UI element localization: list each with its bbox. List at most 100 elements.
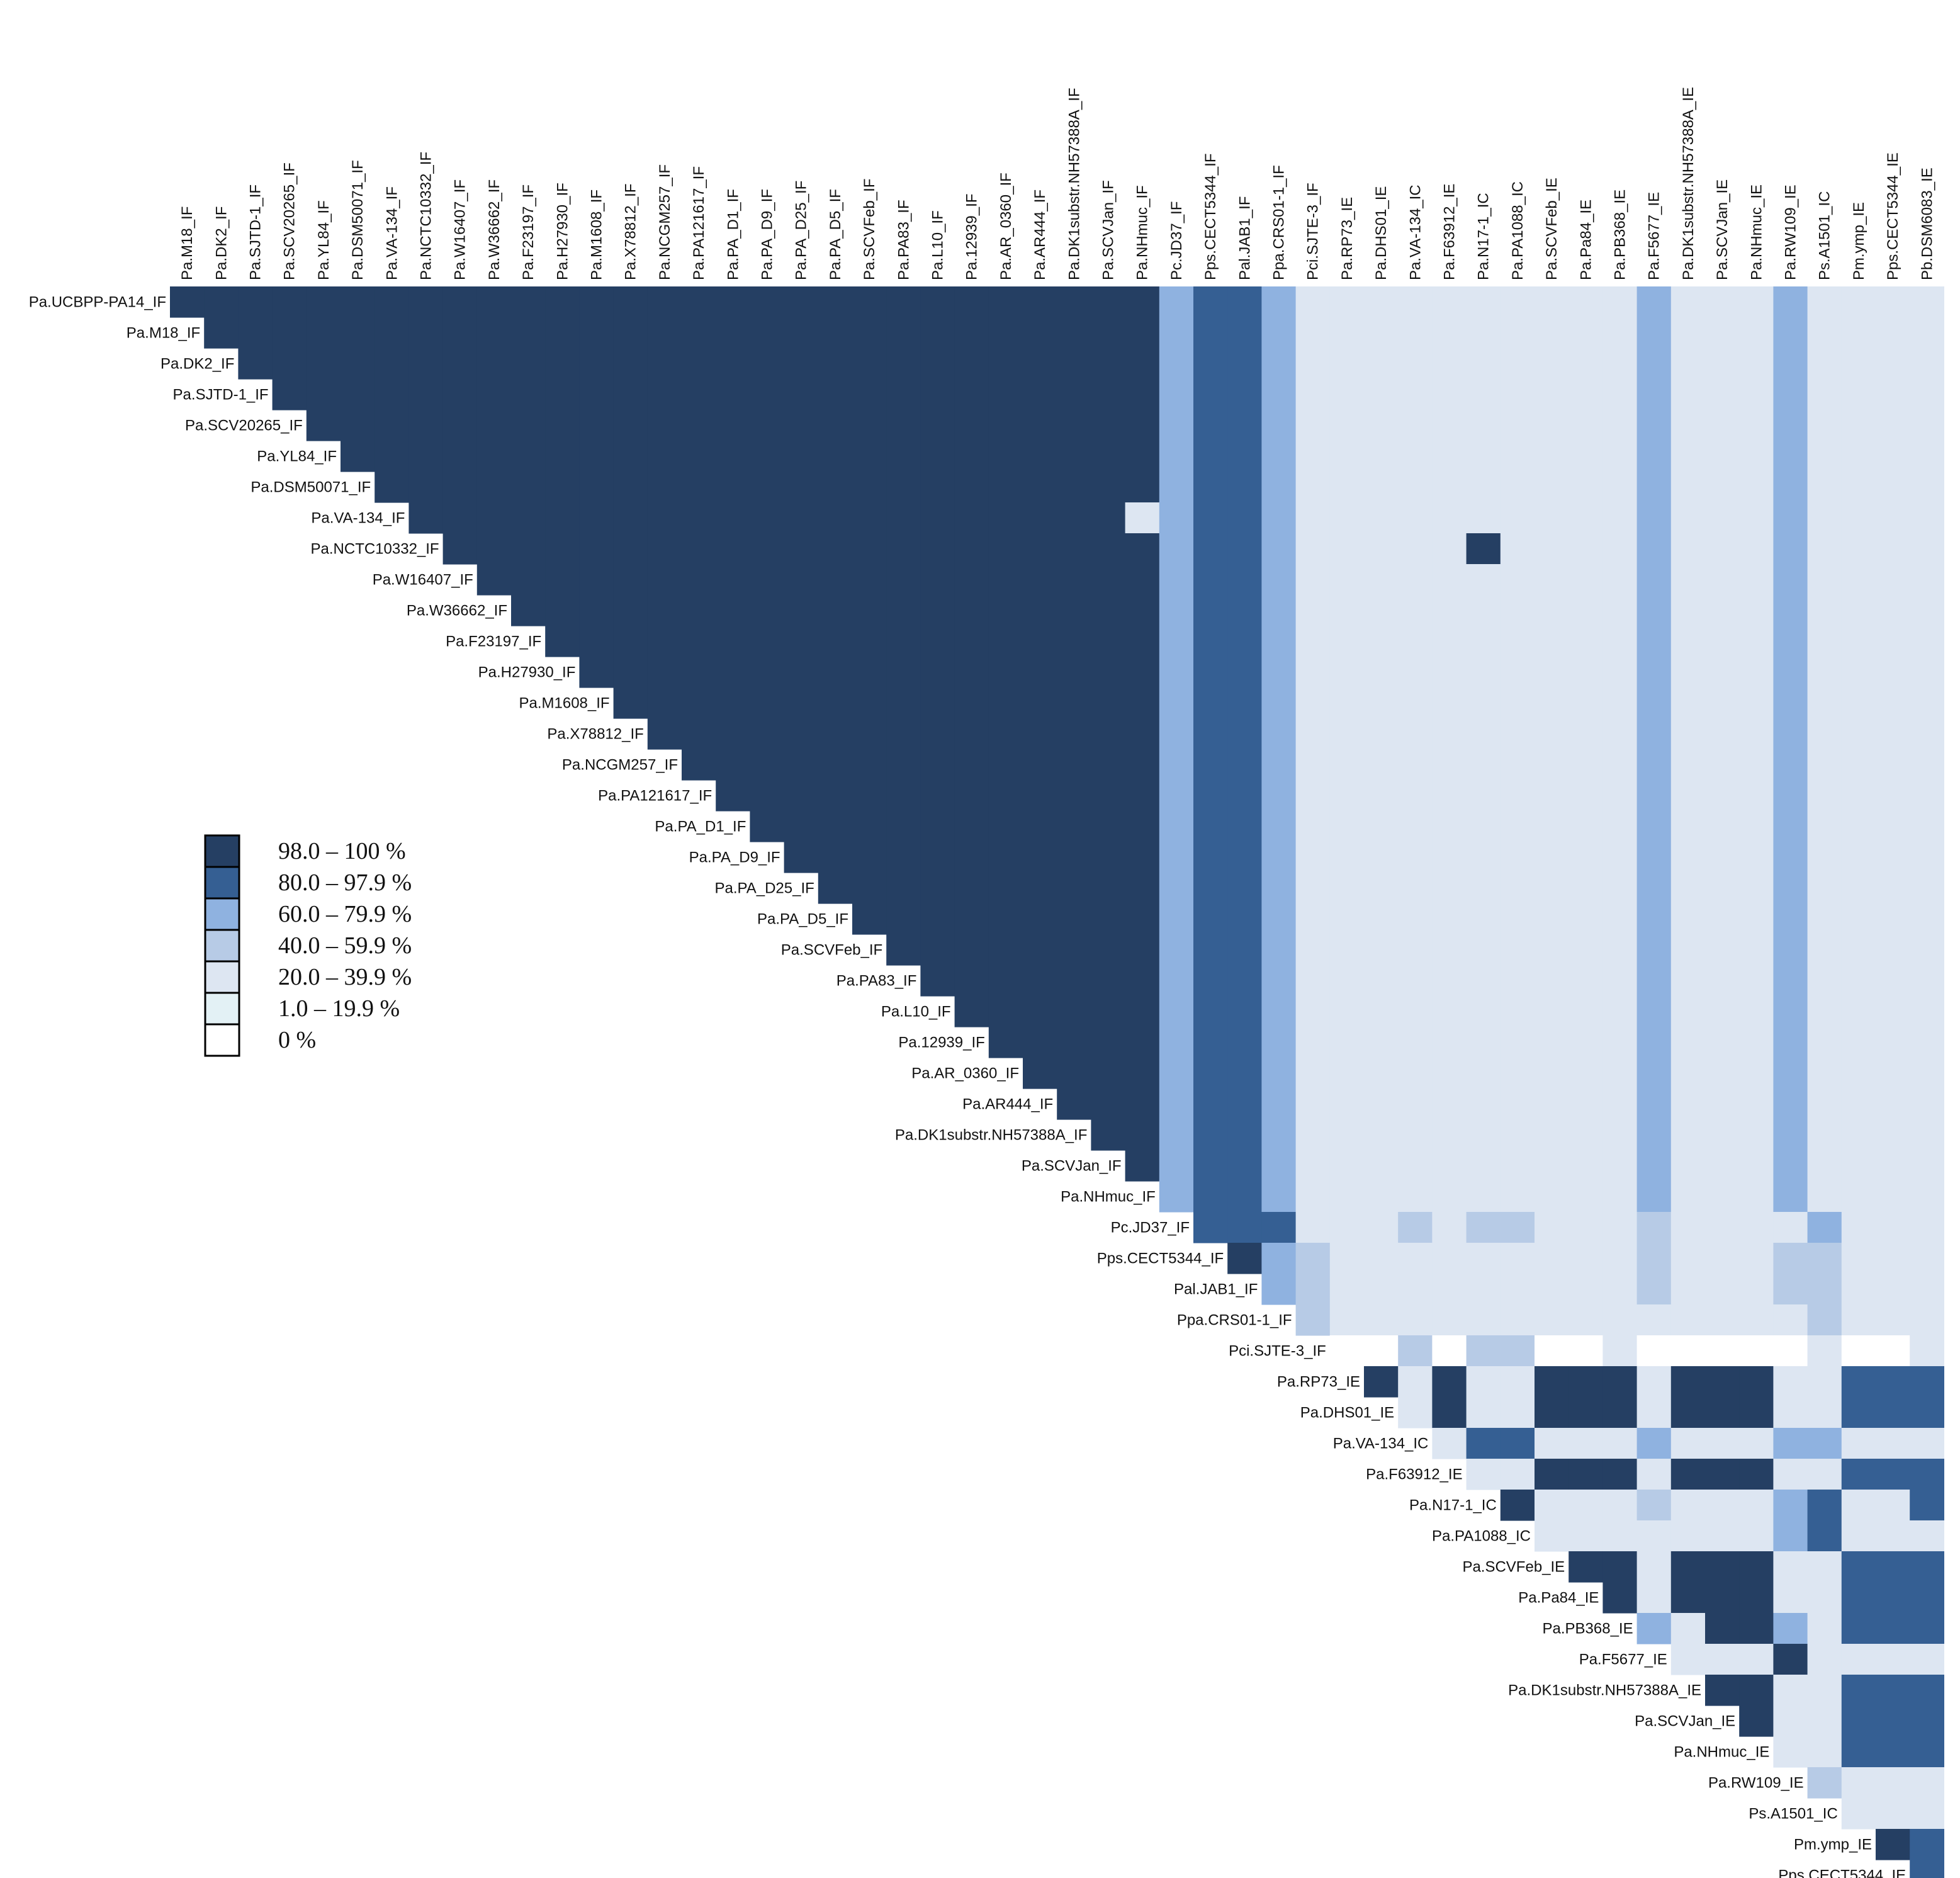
column-label-pa-f23197-if: Pa.F23197_IF: [520, 184, 537, 280]
legend-swatch-6: [204, 1023, 240, 1057]
heatmap-cell-r1-c36: [1398, 317, 1433, 349]
heatmap-cell-r34-c44: [1670, 1335, 1706, 1367]
heatmap-cell-r29-c51: [1910, 1181, 1944, 1213]
heatmap-cell-r24-c24: [988, 1027, 1023, 1058]
heatmap-cell-r20-c27: [1091, 903, 1126, 935]
heatmap-cell-r17-c45: [1705, 811, 1740, 842]
heatmap-cell-r15-c37: [1432, 749, 1467, 781]
row-label-pa-pb368-ie: Pa.PB368_IE: [1542, 1621, 1633, 1638]
heatmap-cell-r20-c42: [1602, 903, 1638, 935]
heatmap-cell-r8-c19: [818, 533, 853, 565]
column-label-pa-dk2-if: Pa.DK2_IF: [213, 206, 230, 280]
heatmap-cell-r36-c40: [1535, 1397, 1569, 1428]
heatmap-cell-r10-c44: [1670, 595, 1706, 626]
heatmap-cell-r24-c42: [1602, 1027, 1638, 1058]
heatmap-cell-r4-c39: [1500, 410, 1535, 441]
heatmap-cell-r48-c51: [1910, 1767, 1944, 1799]
heatmap-cell-r42-c42: [1602, 1582, 1638, 1614]
heatmap-cell-r37-c40: [1535, 1428, 1569, 1459]
heatmap-cell-r41-c48: [1807, 1551, 1842, 1583]
heatmap-cell-r43-c47: [1773, 1613, 1808, 1644]
heatmap-cell-r2-c25: [1023, 348, 1057, 380]
heatmap-cell-r13-c27: [1091, 687, 1126, 719]
heatmap-cell-r16-c19: [818, 780, 853, 812]
heatmap-cell-r13-c32: [1261, 687, 1297, 719]
heatmap-cell-r9-c22: [920, 564, 955, 596]
heatmap-cell-r28-c39: [1500, 1150, 1535, 1182]
heatmap-cell-r14-c20: [852, 718, 887, 750]
heatmap-cell-r6-c50: [1876, 472, 1910, 503]
heatmap-cell-r1-c32: [1261, 317, 1297, 349]
heatmap-cell-r7-c33: [1295, 502, 1331, 534]
heatmap-cell-r8-c11: [545, 533, 580, 565]
heatmap-cell-r34-c47: [1773, 1335, 1808, 1367]
heatmap-cell-r9-c40: [1535, 564, 1569, 596]
heatmap-cell-r30-c34: [1329, 1212, 1365, 1243]
heatmap-cell-r21-c40: [1535, 934, 1569, 966]
heatmap-cell-r7-c29: [1159, 502, 1194, 534]
heatmap-cell-r36-c37: [1432, 1397, 1467, 1428]
heatmap-cell-r4-c37: [1432, 410, 1467, 441]
heatmap-cell-r2-c24: [988, 348, 1023, 380]
heatmap-cell-r13-c42: [1602, 687, 1638, 719]
heatmap-cell-r13-c38: [1466, 687, 1501, 719]
row-label-pa-f23197-if: Pa.F23197_IF: [446, 633, 541, 650]
row-labels: Pa.UCBPP-PA14_IF Pa.M18_IF Pa.DK2_IF Pa.SJT…: [29, 294, 1906, 1878]
heatmap-cell-r4-c50: [1876, 410, 1910, 441]
heatmap-cell-r3-c42: [1602, 379, 1638, 410]
heatmap-cell-r9-c11: [545, 564, 580, 596]
heatmap-cell-r14-c40: [1535, 718, 1569, 750]
heatmap-cell-r37-c48: [1807, 1428, 1842, 1459]
heatmap-cell-r1-c19: [818, 317, 853, 349]
heatmap-cell-r17-c22: [920, 811, 955, 842]
heatmap-cell-r14-c18: [784, 718, 819, 750]
heatmap-cell-r37-c46: [1739, 1428, 1774, 1459]
heatmap-cell-r16-c51: [1910, 780, 1944, 812]
heatmap-cell-r38-c39: [1500, 1459, 1535, 1490]
heatmap-cell-r19-c48: [1807, 873, 1842, 904]
row-label-pa-w16407-if: Pa.W16407_IF: [373, 572, 473, 589]
heatmap-cell-r7-c20: [852, 502, 887, 534]
heatmap-cell-r11-c18: [784, 626, 819, 657]
heatmap-cell-r4-c36: [1398, 410, 1433, 441]
heatmap-cell-r2-c39: [1500, 348, 1535, 380]
heatmap-cell-r31-c45: [1705, 1243, 1740, 1274]
column-label-pa-dsm50071-if: Pa.DSM50071_IF: [349, 160, 366, 280]
heatmap-cell-r9-c16: [716, 564, 750, 596]
heatmap-cell-r14-c29: [1159, 718, 1194, 750]
heatmap-cell-r18-c19: [818, 842, 853, 873]
heatmap-cell-r8-c30: [1193, 533, 1228, 565]
heatmap-cell-r32-c32: [1261, 1274, 1297, 1305]
heatmap-cell-r4-c28: [1125, 410, 1160, 441]
heatmap-cell-r6-c16: [716, 472, 750, 503]
heatmap-cell-r8-c9: [476, 533, 512, 565]
heatmap-cell-r3-c25: [1023, 379, 1057, 410]
heatmap-cell-r8-c28: [1125, 533, 1160, 565]
heatmap-cell-r2-c3: [272, 348, 307, 380]
heatmap-cell-r14-c16: [716, 718, 750, 750]
heatmap-cell-r19-c44: [1670, 873, 1706, 904]
heatmap-cell-r8-c46: [1739, 533, 1774, 565]
column-label-pa-pa1088-ic: Pa.PA1088_IC: [1509, 181, 1526, 280]
heatmap-cell-r21-c45: [1705, 934, 1740, 966]
heatmap-cell-r42-c44: [1670, 1582, 1706, 1614]
heatmap-cell-r13-c18: [784, 687, 819, 719]
heatmap-cell-r2-c47: [1773, 348, 1808, 380]
heatmap-cell-r18-c31: [1227, 842, 1262, 873]
heatmap-cell-r9-c30: [1193, 564, 1228, 596]
row-label-pa-ncgm257-if: Pa.NCGM257_IF: [562, 757, 678, 774]
heatmap-cell-r6-c22: [920, 472, 955, 503]
heatmap-cell-r8-c29: [1159, 533, 1194, 565]
heatmap-cell-r15-c30: [1193, 749, 1228, 781]
heatmap-cell-r31-c36: [1398, 1243, 1433, 1274]
heatmap-cell-r14-c44: [1670, 718, 1706, 750]
heatmap-cell-r5-c13: [613, 441, 648, 472]
heatmap-cell-r11-c20: [852, 626, 887, 657]
row-label-ppa-crs01-1-if: Ppa.CRS01-1_IF: [1177, 1312, 1292, 1329]
heatmap-cell-r45-c51: [1910, 1675, 1944, 1706]
heatmap-cell-r0-c38: [1466, 286, 1501, 318]
heatmap-cell-r0-c19: [818, 286, 853, 318]
heatmap-cell-r14-c32: [1261, 718, 1297, 750]
heatmap-cell-r22-c29: [1159, 965, 1194, 997]
heatmap-cell-r4-c35: [1364, 410, 1399, 441]
